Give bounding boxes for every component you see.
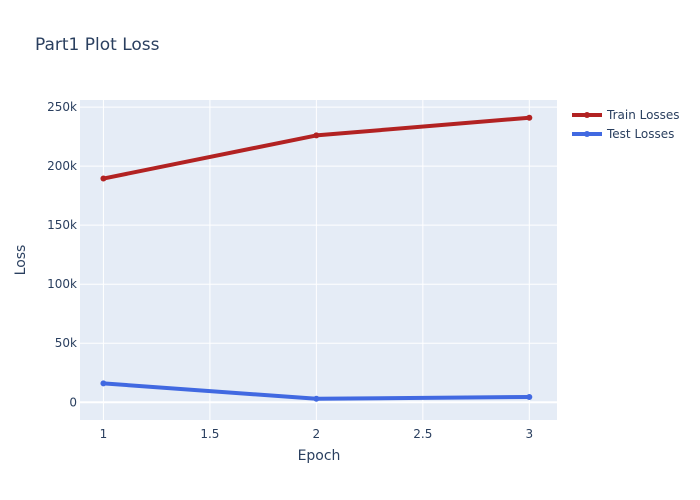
chart-title: Part1 Plot Loss <box>35 35 160 55</box>
x-tick-label: 2 <box>313 427 321 441</box>
legend-item-train-losses[interactable]: Train Losses <box>572 108 680 122</box>
x-tick-label: 1.5 <box>200 427 219 441</box>
legend-marker <box>584 131 590 137</box>
grid-layer <box>80 100 557 420</box>
legend: Train Losses Test Losses <box>572 108 680 141</box>
y-axis-title: Loss <box>13 245 29 276</box>
legend-label: Train Losses <box>606 108 680 122</box>
x-tick-label: 1 <box>100 427 108 441</box>
y-tick-label: 150k <box>47 218 77 232</box>
plot-area <box>80 100 557 420</box>
data-point-test-losses <box>526 393 533 400</box>
data-point-test-losses <box>100 380 107 387</box>
data-point-train-losses <box>313 132 320 139</box>
legend-item-test-losses[interactable]: Test Losses <box>572 127 674 141</box>
x-tick-label: 3 <box>525 427 533 441</box>
tick-layer: 1 1.5 2 2.5 3 0 50k 100k 150k 200k 250k <box>47 100 533 441</box>
y-tick-label: 200k <box>47 159 77 173</box>
x-tick-label: 2.5 <box>413 427 432 441</box>
legend-marker <box>584 112 590 118</box>
legend-label: Test Losses <box>606 127 674 141</box>
series-layer <box>100 114 533 402</box>
y-tick-label: 250k <box>47 100 77 114</box>
y-tick-label: 100k <box>47 277 77 291</box>
data-point-train-losses <box>526 114 533 121</box>
y-tick-label: 0 <box>69 395 77 409</box>
data-point-train-losses <box>100 175 107 182</box>
data-point-test-losses <box>313 395 320 402</box>
x-axis-title: Epoch <box>298 448 341 464</box>
y-tick-label: 50k <box>55 336 77 350</box>
